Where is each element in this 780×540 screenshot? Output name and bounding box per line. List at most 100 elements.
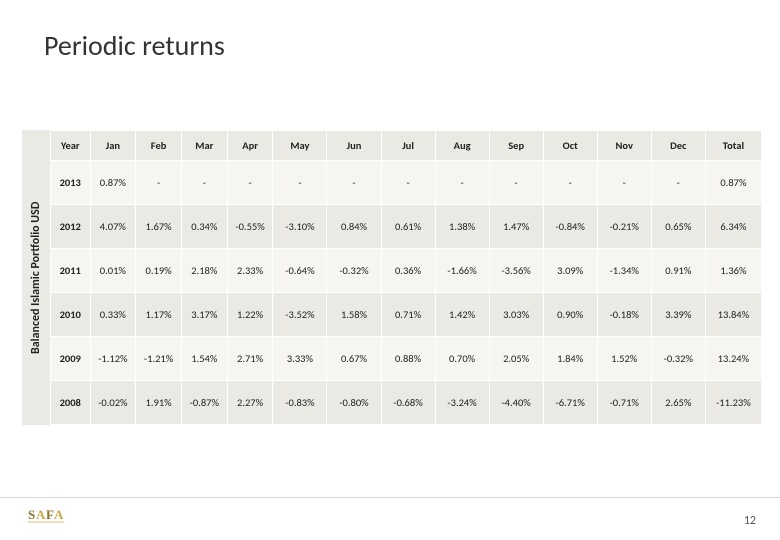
value-cell: 0.84% [327,205,381,249]
table-row: 20124.07%1.67%0.34%-0.55%-3.10%0.84%0.61… [51,205,762,249]
value-cell: 0.88% [381,337,435,381]
value-cell: 1.91% [136,381,182,425]
value-cell: -0.83% [273,381,327,425]
value-cell: 1.67% [136,205,182,249]
col-header: Apr [227,131,273,161]
value-cell: 2.33% [227,249,273,293]
portfolio-side-label: Balanced Islamic Portfolio USD [22,130,50,425]
value-cell: -0.32% [651,337,705,381]
table-row: 2008-0.02%1.91%-0.87%2.27%-0.83%-0.80%-0… [51,381,762,425]
year-cell: 2009 [51,337,91,381]
value-cell: -1.34% [597,249,651,293]
value-cell: 1.47% [489,205,543,249]
svg-text:A: A [36,507,46,522]
page-number: 12 [744,514,756,528]
value-cell: - [227,161,273,205]
value-cell: -0.87% [181,381,227,425]
value-cell: 3.39% [651,293,705,337]
value-cell: -0.32% [327,249,381,293]
value-cell: -0.71% [597,381,651,425]
col-header: Sep [489,131,543,161]
value-cell: 0.19% [136,249,182,293]
year-cell: 2010 [51,293,91,337]
value-cell: 1.54% [181,337,227,381]
value-cell: 0.71% [381,293,435,337]
table-row: 2009-1.12%-1.21%1.54%2.71%3.33%0.67%0.88… [51,337,762,381]
value-cell: 13.84% [705,293,761,337]
value-cell: -0.18% [597,293,651,337]
value-cell: 2.05% [489,337,543,381]
table-row: 20130.87%-----------0.87% [51,161,762,205]
value-cell: -4.40% [489,381,543,425]
svg-text:A: A [54,507,64,522]
value-cell: 1.58% [327,293,381,337]
table-row: 20110.01%0.19%2.18%2.33%-0.64%-0.32%0.36… [51,249,762,293]
returns-table: Year Jan Feb Mar Apr May Jun Jul Aug Sep… [50,130,762,425]
value-cell: 1.17% [136,293,182,337]
col-header: Aug [435,131,489,161]
value-cell: 1.84% [543,337,597,381]
value-cell: 3.33% [273,337,327,381]
col-header: Feb [136,131,182,161]
value-cell: - [381,161,435,205]
value-cell: 0.91% [651,249,705,293]
value-cell: -0.84% [543,205,597,249]
value-cell: - [273,161,327,205]
value-cell: 3.09% [543,249,597,293]
value-cell: -0.55% [227,205,273,249]
value-cell: 1.52% [597,337,651,381]
svg-text:S: S [28,507,35,522]
value-cell: -3.24% [435,381,489,425]
value-cell: 0.90% [543,293,597,337]
table-row: 20100.33%1.17%3.17%1.22%-3.52%1.58%0.71%… [51,293,762,337]
col-header: Jul [381,131,435,161]
value-cell: 1.22% [227,293,273,337]
value-cell: 0.01% [90,249,136,293]
value-cell: - [181,161,227,205]
value-cell: -0.64% [273,249,327,293]
value-cell: 2.65% [651,381,705,425]
year-cell: 2008 [51,381,91,425]
value-cell: 0.67% [327,337,381,381]
value-cell: -1.12% [90,337,136,381]
value-cell: 0.61% [381,205,435,249]
col-header: Nov [597,131,651,161]
value-cell: 1.38% [435,205,489,249]
year-cell: 2013 [51,161,91,205]
footer-divider [0,497,780,498]
value-cell: 3.03% [489,293,543,337]
value-cell: 0.34% [181,205,227,249]
value-cell: 6.34% [705,205,761,249]
value-cell: -0.02% [90,381,136,425]
value-cell: -3.56% [489,249,543,293]
value-cell: 3.17% [181,293,227,337]
value-cell: 1.42% [435,293,489,337]
value-cell: - [327,161,381,205]
col-header: Mar [181,131,227,161]
value-cell: -0.21% [597,205,651,249]
value-cell: 1.36% [705,249,761,293]
col-header: Jan [90,131,136,161]
safa-logo: S A F A [28,504,88,526]
svg-text:F: F [46,507,54,522]
value-cell: 0.33% [90,293,136,337]
col-header: Dec [651,131,705,161]
value-cell: 0.36% [381,249,435,293]
year-cell: 2012 [51,205,91,249]
table-header-row: Year Jan Feb Mar Apr May Jun Jul Aug Sep… [51,131,762,161]
col-header: Jun [327,131,381,161]
returns-table-container: Balanced Islamic Portfolio USD Year Jan … [22,130,762,425]
value-cell: 4.07% [90,205,136,249]
value-cell: -1.66% [435,249,489,293]
value-cell: 2.71% [227,337,273,381]
value-cell: 0.87% [90,161,136,205]
value-cell: - [136,161,182,205]
value-cell: -11.23% [705,381,761,425]
value-cell: - [651,161,705,205]
value-cell: 0.70% [435,337,489,381]
value-cell: -3.10% [273,205,327,249]
value-cell: -1.21% [136,337,182,381]
col-header: Total [705,131,761,161]
value-cell: 13.24% [705,337,761,381]
col-header: Year [51,131,91,161]
